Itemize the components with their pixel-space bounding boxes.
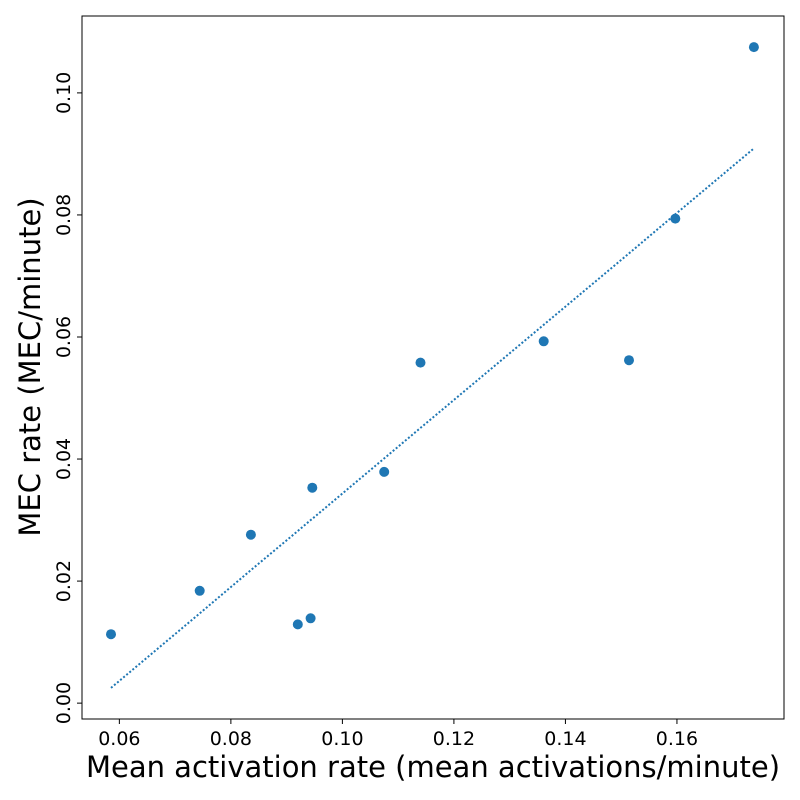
data-point-1 (106, 629, 116, 640)
data-point-10 (624, 355, 634, 366)
y-tick-label: 0.00 (53, 682, 75, 724)
x-tick-label: 0.12 (433, 728, 475, 750)
y-axis-label: MEC rate (MEC/minute) (13, 197, 47, 536)
x-tick-label: 0.16 (656, 728, 698, 750)
x-tick-label: 0.10 (321, 728, 363, 750)
y-tick-label: 0.06 (53, 316, 75, 358)
x-tick-label: 0.14 (544, 728, 586, 750)
trend-line-layer (110, 147, 755, 689)
data-point-2 (194, 585, 205, 596)
data-point-7 (379, 466, 390, 477)
y-axis: 0.00 0.02 0.04 0.06 0.08 0.10 (53, 72, 82, 724)
data-point-12 (748, 42, 759, 53)
y-tick-label: 0.02 (53, 560, 75, 602)
x-axis: 0.06 0.08 0.10 0.12 0.14 0.16 (98, 719, 698, 750)
x-tick-label: 0.06 (98, 728, 140, 750)
data-point-3 (245, 529, 256, 540)
plot-frame (81, 15, 785, 720)
x-axis-label: Mean activation rate (mean activations/m… (86, 750, 780, 784)
y-tick-label: 0.10 (53, 72, 75, 114)
y-tick-label: 0.08 (53, 194, 75, 236)
scatter-points-layer (106, 42, 759, 640)
data-point-8 (415, 357, 426, 368)
trend-line (110, 147, 755, 689)
y-tick-label: 0.04 (53, 438, 75, 480)
data-point-4 (292, 619, 303, 630)
data-point-11 (670, 213, 681, 224)
data-point-6 (307, 482, 318, 493)
data-point-5 (305, 613, 316, 624)
data-point-9 (538, 336, 549, 347)
plot-area (82, 16, 784, 719)
x-tick-label: 0.08 (210, 728, 252, 750)
